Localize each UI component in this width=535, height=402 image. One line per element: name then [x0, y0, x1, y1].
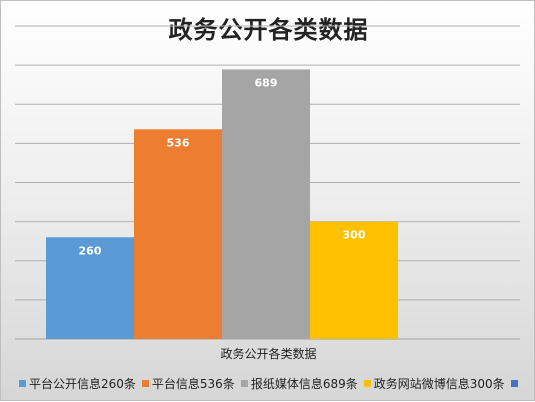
legend-item: 报纸媒体信息689条	[240, 375, 358, 392]
legend-swatch	[141, 379, 149, 387]
legend-swatch	[240, 379, 248, 387]
chart-title: 政务公开各类数据	[168, 16, 369, 44]
legend-label: 报纸媒体信息689条	[250, 376, 358, 391]
legend-swatch	[363, 379, 371, 387]
legend-swatch	[510, 379, 518, 387]
data-label: 300	[343, 229, 366, 242]
data-label: 689	[255, 76, 278, 89]
legend-label: 平台公开信息260条	[29, 376, 136, 391]
legend: 平台公开信息260条 平台信息536条 报纸媒体信息689条 政务网站微博信息300条	[19, 374, 527, 392]
bar	[310, 221, 398, 339]
bar	[222, 69, 310, 340]
legend-item: 政务网站微博信息300条	[363, 375, 505, 392]
data-label: 260	[79, 244, 102, 257]
x-axis-title: 政务公开各类数据	[220, 347, 317, 361]
legend-item: 平台信息536条	[141, 375, 235, 392]
data-labels: 260 536 689 300	[79, 76, 366, 257]
legend-item: 平台公开信息260条	[19, 375, 136, 392]
legend-swatch	[19, 379, 26, 387]
bar	[134, 129, 222, 339]
data-label: 536	[167, 136, 190, 149]
legend-label: 平台信息536条	[151, 376, 235, 391]
bar	[46, 237, 134, 339]
legend-item	[510, 379, 521, 387]
legend-label: 政务网站微博信息300条	[373, 376, 505, 391]
bars	[46, 69, 398, 340]
